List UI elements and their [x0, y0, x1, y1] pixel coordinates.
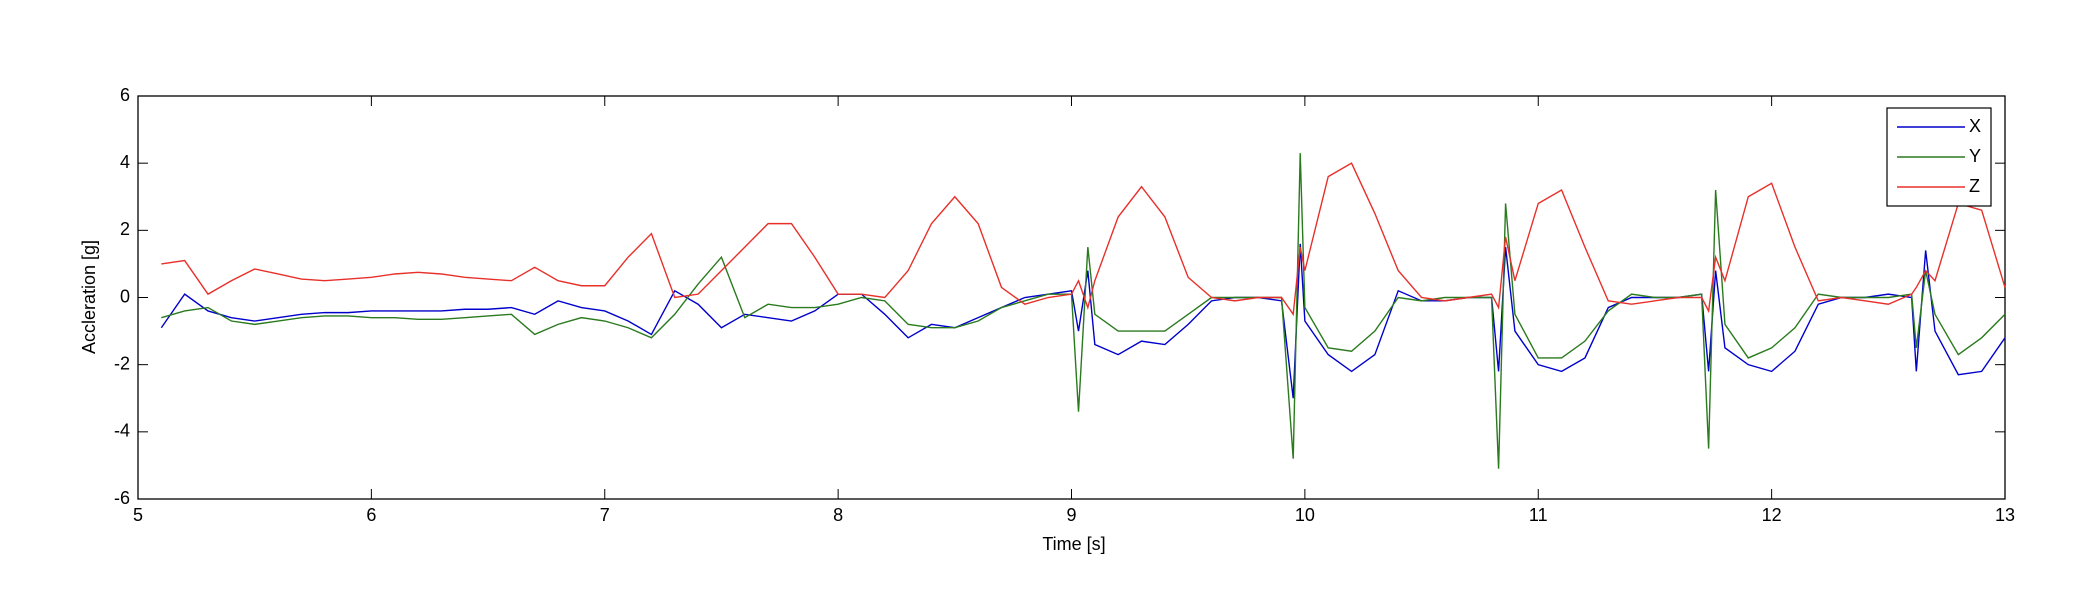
x-axis-label: Time [s] [1042, 534, 1105, 554]
y-tick-label: 4 [120, 152, 130, 172]
y-tick-label: 0 [120, 286, 130, 306]
x-tick-label: 9 [1066, 505, 1076, 525]
legend-label: X [1969, 116, 1981, 136]
legend-label: Z [1969, 176, 1980, 196]
series-line [160, 243, 2006, 399]
y-tick-label: 2 [120, 219, 130, 239]
y-tick-label: -2 [114, 353, 130, 373]
y-axis-label: Accleration [g] [79, 240, 99, 354]
y-tick-label: -4 [114, 421, 130, 441]
y-tick-label: -6 [114, 488, 130, 508]
x-tick-label: 12 [1762, 505, 1782, 525]
x-tick-label: 10 [1295, 505, 1315, 525]
legend-label: Y [1969, 146, 1981, 166]
series-line [161, 153, 2006, 469]
x-tick-label: 6 [366, 505, 376, 525]
x-tick-label: 8 [833, 505, 843, 525]
x-tick-label: 5 [133, 505, 143, 525]
series-line [161, 162, 2006, 317]
y-tick-label: 6 [120, 85, 130, 105]
x-tick-label: 7 [600, 505, 610, 525]
x-tick-label: 11 [1529, 505, 1548, 525]
x-tick-label: 13 [1995, 505, 2015, 525]
